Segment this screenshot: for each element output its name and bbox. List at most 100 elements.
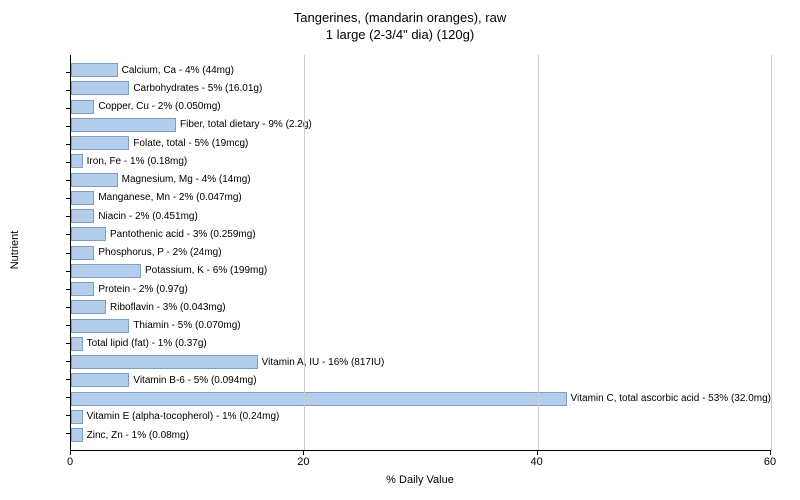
bar-row: Vitamin C, total ascorbic acid - 53% (32… bbox=[71, 392, 771, 406]
bar-label: Thiamin - 5% (0.070mg) bbox=[133, 320, 240, 331]
x-tick bbox=[537, 450, 538, 455]
bar-label: Protein - 2% (0.97g) bbox=[98, 284, 188, 295]
bar-fill bbox=[71, 319, 129, 333]
y-tick bbox=[66, 216, 71, 217]
gridline bbox=[771, 55, 772, 450]
bar-row: Niacin - 2% (0.451mg) bbox=[71, 209, 771, 223]
x-tick bbox=[303, 450, 304, 455]
bar-fill bbox=[71, 264, 141, 278]
bar-row: Calcium, Ca - 4% (44mg) bbox=[71, 63, 771, 77]
y-tick bbox=[66, 108, 71, 109]
bar-fill bbox=[71, 209, 94, 223]
bar-fill bbox=[71, 81, 129, 95]
x-tick bbox=[770, 450, 771, 455]
bar-label: Riboflavin - 3% (0.043mg) bbox=[110, 302, 226, 313]
y-tick bbox=[66, 433, 71, 434]
y-tick bbox=[66, 234, 71, 235]
bar-row: Total lipid (fat) - 1% (0.37g) bbox=[71, 337, 771, 351]
y-tick bbox=[66, 162, 71, 163]
bar-row: Vitamin B-6 - 5% (0.094mg) bbox=[71, 373, 771, 387]
title-line-1: Tangerines, (mandarin oranges), raw bbox=[0, 10, 800, 27]
x-tick bbox=[70, 450, 71, 455]
bar-row: Phosphorus, P - 2% (24mg) bbox=[71, 246, 771, 260]
bar-label: Vitamin C, total ascorbic acid - 53% (32… bbox=[571, 393, 771, 404]
bar-fill bbox=[71, 227, 106, 241]
y-tick bbox=[66, 253, 71, 254]
y-tick bbox=[66, 90, 71, 91]
y-tick bbox=[66, 271, 71, 272]
bar-label: Iron, Fe - 1% (0.18mg) bbox=[87, 156, 188, 167]
bar-label: Magnesium, Mg - 4% (14mg) bbox=[122, 174, 251, 185]
bar-row: Folate, total - 5% (19mcg) bbox=[71, 136, 771, 150]
bar-label: Zinc, Zn - 1% (0.08mg) bbox=[87, 430, 189, 441]
bar-fill bbox=[71, 300, 106, 314]
y-tick bbox=[66, 72, 71, 73]
y-tick bbox=[66, 126, 71, 127]
y-tick bbox=[66, 325, 71, 326]
y-tick bbox=[66, 180, 71, 181]
bar-row: Magnesium, Mg - 4% (14mg) bbox=[71, 173, 771, 187]
bar-label: Calcium, Ca - 4% (44mg) bbox=[122, 65, 234, 76]
bar-label: Vitamin E (alpha-tocopherol) - 1% (0.24m… bbox=[87, 411, 280, 422]
bar-fill bbox=[71, 355, 258, 369]
bar-fill bbox=[71, 392, 567, 406]
bar-row: Thiamin - 5% (0.070mg) bbox=[71, 319, 771, 333]
chart-title: Tangerines, (mandarin oranges), raw 1 la… bbox=[0, 0, 800, 44]
bars-group: Calcium, Ca - 4% (44mg) Carbohydrates - 5… bbox=[71, 63, 771, 442]
x-tick-label: 20 bbox=[297, 456, 309, 468]
bar-fill bbox=[71, 118, 176, 132]
bar-fill bbox=[71, 337, 83, 351]
bar-label: Carbohydrates - 5% (16.01g) bbox=[133, 83, 262, 94]
y-tick bbox=[66, 198, 71, 199]
y-tick bbox=[66, 415, 71, 416]
bar-label: Vitamin B-6 - 5% (0.094mg) bbox=[133, 375, 256, 386]
bar-fill bbox=[71, 154, 83, 168]
bar-label: Vitamin A, IU - 16% (817IU) bbox=[262, 357, 385, 368]
y-axis-title: Nutrient bbox=[9, 231, 21, 270]
bar-label: Phosphorus, P - 2% (24mg) bbox=[98, 247, 221, 258]
bar-row: Zinc, Zn - 1% (0.08mg) bbox=[71, 428, 771, 442]
bar-label: Copper, Cu - 2% (0.050mg) bbox=[98, 101, 220, 112]
bar-label: Pantothenic acid - 3% (0.259mg) bbox=[110, 229, 256, 240]
bar-row: Fiber, total dietary - 9% (2.2g) bbox=[71, 118, 771, 132]
bar-label: Niacin - 2% (0.451mg) bbox=[98, 211, 197, 222]
bar-row: Copper, Cu - 2% (0.050mg) bbox=[71, 100, 771, 114]
bar-label: Folate, total - 5% (19mcg) bbox=[133, 138, 248, 149]
x-tick-label: 40 bbox=[531, 456, 543, 468]
bar-fill bbox=[71, 246, 94, 260]
bar-fill bbox=[71, 428, 83, 442]
bar-label: Manganese, Mn - 2% (0.047mg) bbox=[98, 192, 241, 203]
bar-fill bbox=[71, 191, 94, 205]
bar-row: Carbohydrates - 5% (16.01g) bbox=[71, 81, 771, 95]
bar-fill bbox=[71, 282, 94, 296]
gridline bbox=[304, 55, 305, 450]
gridline bbox=[538, 55, 539, 450]
y-tick bbox=[66, 289, 71, 290]
bar-fill bbox=[71, 373, 129, 387]
y-tick bbox=[66, 307, 71, 308]
bar-label: Total lipid (fat) - 1% (0.37g) bbox=[87, 338, 207, 349]
bar-fill bbox=[71, 63, 118, 77]
bar-fill bbox=[71, 173, 118, 187]
plot-area: Calcium, Ca - 4% (44mg) Carbohydrates - 5… bbox=[70, 55, 771, 451]
y-tick bbox=[66, 343, 71, 344]
bar-row: Potassium, K - 6% (199mg) bbox=[71, 264, 771, 278]
x-tick-label: 60 bbox=[764, 456, 776, 468]
y-tick bbox=[66, 361, 71, 362]
title-line-2: 1 large (2-3/4" dia) (120g) bbox=[0, 27, 800, 44]
bar-label: Fiber, total dietary - 9% (2.2g) bbox=[180, 119, 312, 130]
bar-fill bbox=[71, 136, 129, 150]
bar-row: Riboflavin - 3% (0.043mg) bbox=[71, 300, 771, 314]
nutrient-chart: Tangerines, (mandarin oranges), raw 1 la… bbox=[0, 0, 800, 500]
bar-fill bbox=[71, 410, 83, 424]
y-tick bbox=[66, 379, 71, 380]
bar-row: Manganese, Mn - 2% (0.047mg) bbox=[71, 191, 771, 205]
y-tick bbox=[66, 397, 71, 398]
x-tick-label: 0 bbox=[67, 456, 73, 468]
bar-row: Protein - 2% (0.97g) bbox=[71, 282, 771, 296]
bar-row: Iron, Fe - 1% (0.18mg) bbox=[71, 154, 771, 168]
bar-row: Pantothenic acid - 3% (0.259mg) bbox=[71, 227, 771, 241]
x-axis-title: % Daily Value bbox=[386, 474, 454, 486]
bar-row: Vitamin A, IU - 16% (817IU) bbox=[71, 355, 771, 369]
bar-fill bbox=[71, 100, 94, 114]
